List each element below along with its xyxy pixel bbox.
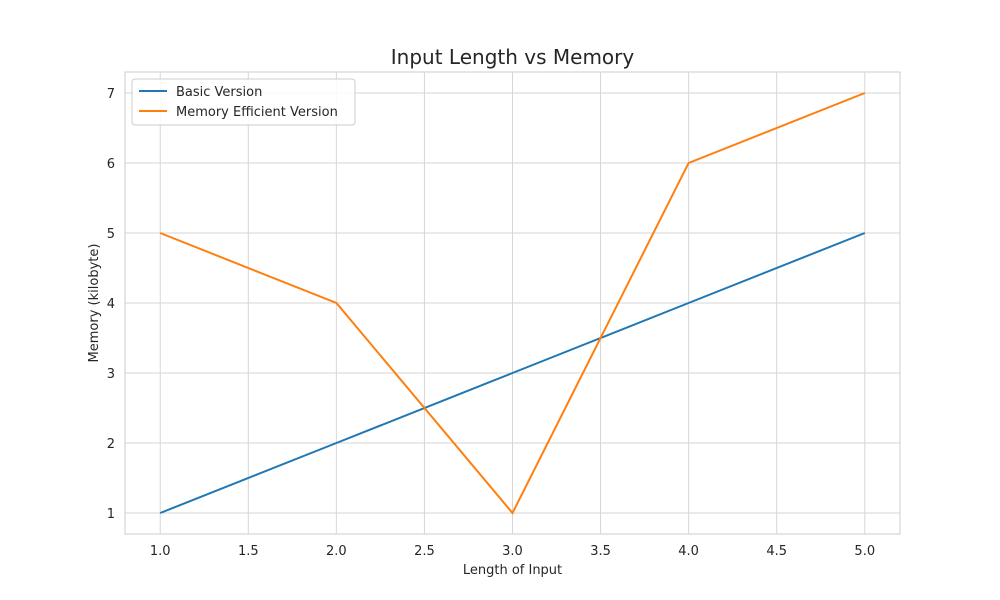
y-tick-label: 6 — [107, 157, 115, 172]
y-axis-title: Memory (kilobyte) — [87, 244, 102, 363]
series-lines — [159, 92, 866, 515]
chart-title: Input Length vs Memory — [391, 45, 635, 69]
x-tick-label: 5.0 — [854, 544, 875, 559]
x-tick-label: 2.0 — [326, 544, 347, 559]
y-tick-label: 5 — [107, 227, 115, 242]
legend-label: Memory Efficient Version — [176, 105, 338, 120]
x-axis-title: Length of Input — [463, 563, 562, 578]
y-tick-labels: 1 2 3 4 5 6 7 — [107, 87, 115, 522]
legend-label: Basic Version — [176, 85, 262, 100]
y-tick-label: 4 — [107, 297, 115, 312]
x-tick-label: 1.5 — [238, 544, 259, 559]
x-tick-label: 1.0 — [150, 544, 171, 559]
x-tick-label: 2.5 — [414, 544, 435, 559]
x-tick-label: 4.0 — [678, 544, 699, 559]
x-tick-label: 3.5 — [590, 544, 611, 559]
x-tick-labels: 1.0 1.5 2.0 2.5 3.0 3.5 4.0 4.5 5.0 — [150, 544, 875, 559]
x-tick-label: 4.5 — [766, 544, 787, 559]
y-tick-label: 2 — [107, 437, 115, 452]
y-tick-label: 1 — [107, 507, 115, 522]
series-line-2 — [159, 92, 866, 515]
y-tick-label: 3 — [107, 367, 115, 382]
series-line-1 — [159, 232, 866, 514]
legend: Basic Version Memory Efficient Version — [131, 78, 356, 126]
legend-box — [131, 78, 356, 126]
x-tick-label: 3.0 — [502, 544, 523, 559]
y-tick-label: 7 — [107, 87, 115, 102]
